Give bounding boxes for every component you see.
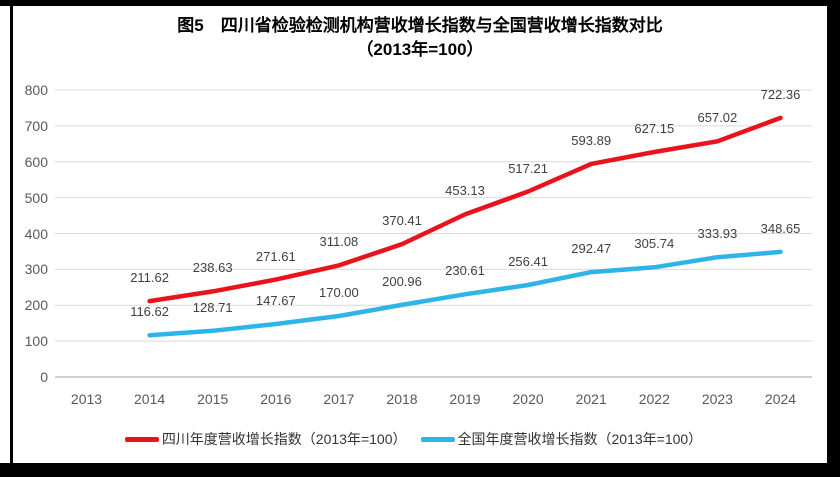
y-axis-tick-label: 600 [24,153,48,170]
y-axis-tick-label: 700 [24,117,48,134]
x-axis-tick-label: 2019 [449,391,481,407]
x-axis-tick-label: 2015 [197,391,229,407]
frame-border-bottom [0,463,840,477]
data-label: 256.41 [508,254,548,269]
legend-item-national: 全国年度营收增长指数（2013年=100） [420,429,703,449]
y-axis-tick-label: 800 [24,82,48,98]
x-axis-tick-label: 2020 [512,391,544,407]
data-label: 230.61 [445,263,485,279]
data-label: 627.15 [634,121,675,136]
frame-border-left [10,4,13,466]
chart-legend: 四川年度营收增长指数（2013年=100） 全国年度营收增长指数（2013年=1… [0,428,827,450]
x-axis-tick-label: 2013 [70,391,103,407]
data-label: 116.62 [130,304,169,320]
x-axis-tick-label: 2016 [260,391,292,407]
data-label: 211.62 [130,270,169,286]
x-axis-tick-label: 2017 [323,391,355,407]
y-axis-tick-label: 400 [24,225,48,242]
chart-title: 图5 四川省检验检测机构营收增长指数与全国营收增长指数对比 （2013年=100… [20,14,820,62]
x-axis-tick-label: 2014 [134,391,166,407]
chart-title-line1: 图5 四川省检验检测机构营收增长指数与全国营收增长指数对比 [177,16,663,35]
data-label: 348.65 [760,220,801,236]
data-label: 453.13 [445,183,485,199]
frame-border-right [827,0,840,477]
legend-item-sichuan: 四川年度营收增长指数（2013年=100） [124,429,407,449]
chart-title-line2: （2013年=100） [356,40,484,59]
data-label: 238.63 [192,260,233,276]
x-axis-tick-label: 2018 [386,391,418,407]
national-series-line-swatch [420,436,455,442]
data-label: 292.47 [571,241,612,257]
y-axis-tick-label: 200 [24,297,48,314]
data-label: 128.71 [192,299,233,315]
x-axis-tick-label: 2022 [638,391,670,407]
data-label: 517.21 [508,160,548,176]
legend-label-national: 全国年度营收增长指数（2013年=100） [457,431,703,447]
data-label: 200.96 [382,273,422,289]
y-axis-tick-label: 300 [24,261,48,278]
data-label: 311.08 [319,234,359,250]
data-label: 657.02 [697,110,738,126]
data-label: 593.89 [571,132,612,148]
data-label: 271.61 [255,248,296,264]
data-label: 147.67 [255,293,296,308]
frame-border-top [0,0,840,6]
data-label: 370.41 [382,213,422,229]
x-axis-tick-label: 2021 [575,391,607,407]
x-axis-tick-label: 2023 [701,391,733,407]
data-label: 305.74 [634,236,675,252]
y-axis-tick-label: 100 [24,333,48,350]
data-label: 170.00 [319,285,359,300]
data-label: 722.36 [760,86,801,102]
data-label: 333.93 [697,226,738,242]
legend-label-sichuan: 四川年度营收增长指数（2013年=100） [161,431,407,447]
sichuan-series-line-swatch [124,436,159,442]
x-axis-tick-label: 2024 [764,391,797,407]
y-axis-tick-label: 0 [40,369,48,385]
y-axis-tick-label: 500 [24,189,48,206]
